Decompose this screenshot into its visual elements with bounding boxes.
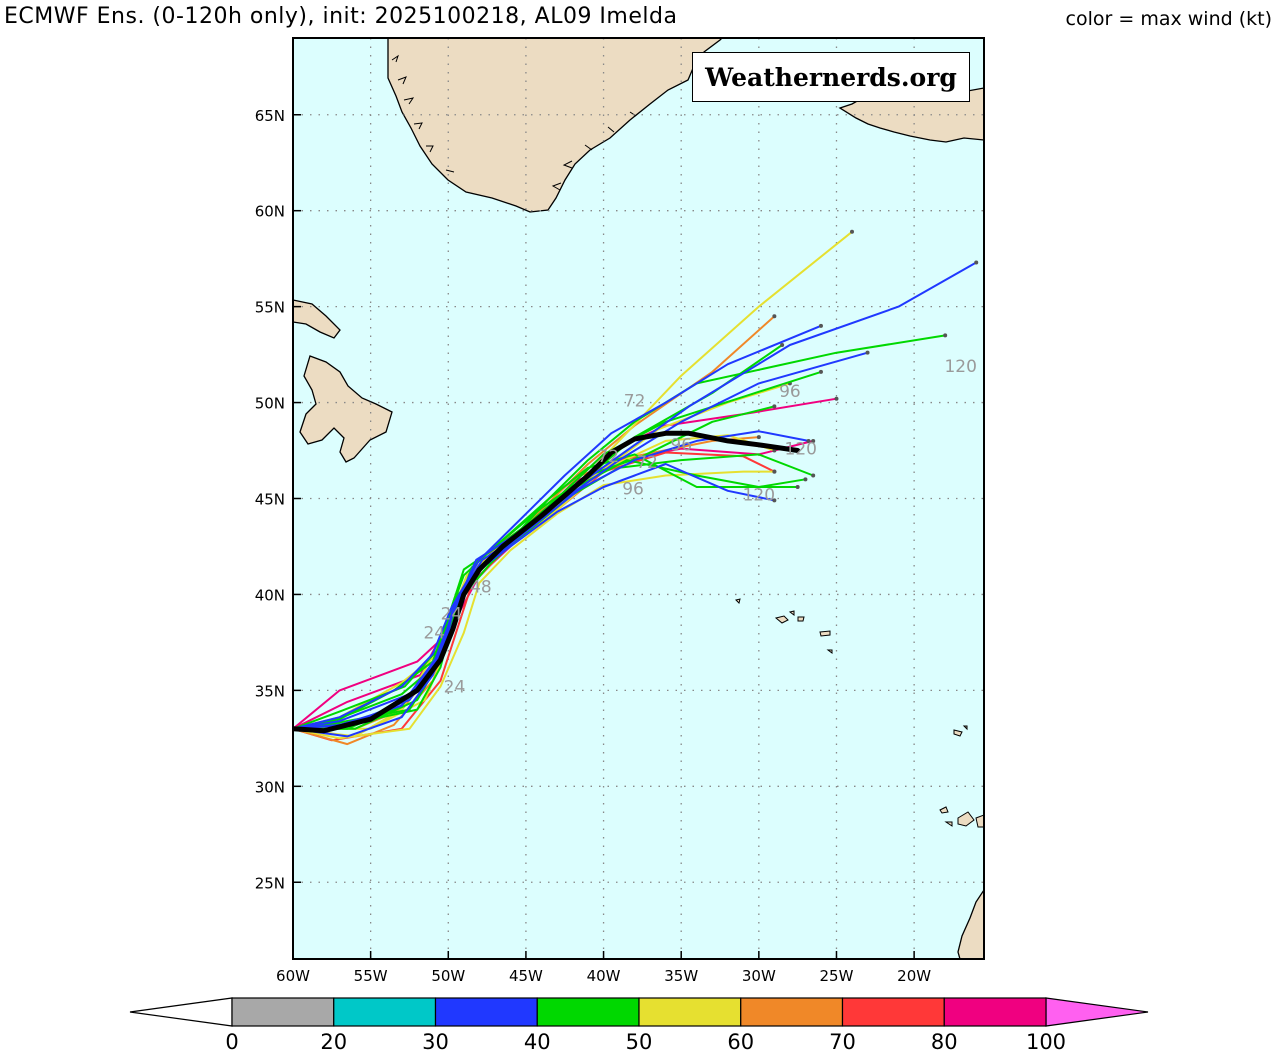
track-endpoint (834, 396, 839, 401)
forecast-hour-label: 96 (779, 382, 801, 402)
forecast-hour-label: 24 (423, 624, 445, 644)
track-endpoint (772, 404, 777, 409)
ensemble-member-track (293, 470, 775, 740)
lat-tick-label: 35N (255, 682, 285, 700)
nova-scotia-landmass (299, 355, 393, 463)
greenland-coast-detail (391, 54, 637, 191)
colorbar-tick-label: 70 (829, 1030, 856, 1054)
wind-colorbar: 0 20 30 40 50 60 70 80 100 (129, 997, 1149, 1054)
colorbar-bin (333, 997, 437, 1027)
colorbar-tick-label: 80 (931, 1030, 958, 1054)
colorbar-bin (638, 997, 742, 1027)
forecast-hour-label: 120 (785, 439, 817, 459)
track-endpoint (865, 350, 870, 355)
ensemble-member-track (293, 324, 822, 730)
colorbar-bin (841, 997, 945, 1027)
lat-tick-label: 25N (255, 874, 285, 892)
lon-tick-label: 60W (276, 967, 310, 985)
colorbar-tick-label: 50 (626, 1030, 653, 1054)
lon-tick-label: 50W (431, 967, 465, 985)
colorbar-tick-label: 30 (422, 1030, 449, 1054)
lon-tick-label: 25W (820, 967, 854, 985)
colorbar-under-arrow (129, 997, 233, 1027)
lon-tick-label: 45W (509, 967, 543, 985)
track-endpoint (806, 438, 811, 443)
ensemble-tracks (293, 229, 979, 746)
iberia-landmass (975, 814, 984, 828)
track-endpoint (974, 260, 979, 265)
forecast-hour-label: 96 (622, 480, 644, 500)
africa-landmass (957, 888, 984, 959)
lat-tick-label: 65N (255, 107, 285, 125)
colorbar-tick-label: 20 (320, 1030, 347, 1054)
forecast-hour-label: 72 (636, 453, 658, 473)
colorbar-over-arrow (1045, 997, 1149, 1027)
lat-tick-label: 50N (255, 395, 285, 413)
credit-label: Weathernerds.org (692, 52, 970, 102)
forecast-hour-label: 120 (944, 357, 976, 377)
forecast-hour-label: 72 (624, 391, 646, 411)
lat-tick-label: 30N (255, 778, 285, 796)
ocean (293, 38, 984, 959)
colorbar-bin (740, 997, 844, 1027)
forecast-hour-label: 72 (597, 447, 619, 467)
newfoundland-landmass (293, 299, 341, 339)
ensemble-mean-track (293, 430, 801, 734)
colorbar-bin (231, 997, 335, 1027)
track-endpoint (772, 498, 777, 503)
colorbar-tick-label: 40 (524, 1030, 551, 1054)
madeira-islands (939, 725, 975, 827)
track-endpoint (772, 469, 777, 474)
track-endpoint (780, 343, 785, 347)
track-endpoint (818, 323, 823, 328)
forecast-hour-label: 24 (444, 677, 466, 697)
colorbar-tick-label: 60 (727, 1030, 754, 1054)
track-endpoint (811, 438, 816, 443)
track-endpoint (756, 435, 761, 440)
track-endpoint (772, 314, 777, 319)
lon-tick-label: 55W (354, 967, 388, 985)
lon-tick-label: 35W (664, 967, 698, 985)
forecast-hour-label: 24 (441, 604, 463, 624)
graticule (293, 38, 984, 959)
colorbar-caption: color = max wind (kt) (1065, 8, 1272, 30)
track-endpoint (803, 477, 808, 482)
colorbar-bin (943, 997, 1047, 1027)
forecast-hour-label: 120 (743, 485, 775, 505)
lat-tick-label: 55N (255, 299, 285, 317)
track-endpoint (795, 484, 800, 489)
track-endpoint (811, 473, 816, 478)
colorbar-bin (434, 997, 538, 1027)
lat-tick-label: 60N (255, 203, 285, 221)
axis-ticks: 60W 55W 50W 45W 40W 35W 30W 25W 20W 65N 60N 55N 50N 4… (255, 107, 932, 985)
lat-tick-label: 40N (255, 586, 285, 604)
track-endpoint (943, 333, 948, 338)
lon-tick-label: 20W (897, 967, 931, 985)
lat-tick-label: 45N (255, 491, 285, 509)
azores-islands (735, 598, 833, 654)
lon-tick-label: 40W (587, 967, 621, 985)
lon-tick-label: 30W (742, 967, 776, 985)
colorbar-tick-label: 100 (1026, 1030, 1066, 1054)
forecast-hour-label: 96 (670, 436, 692, 456)
track-endpoint (818, 369, 823, 374)
chart-title: ECMWF Ens. (0-120h only), init: 20251002… (4, 4, 678, 29)
forecast-hour-label: 48 (470, 578, 492, 598)
colorbar-bin (536, 997, 640, 1027)
colorbar-tick-label: 0 (225, 1030, 238, 1054)
track-endpoint (850, 229, 855, 234)
